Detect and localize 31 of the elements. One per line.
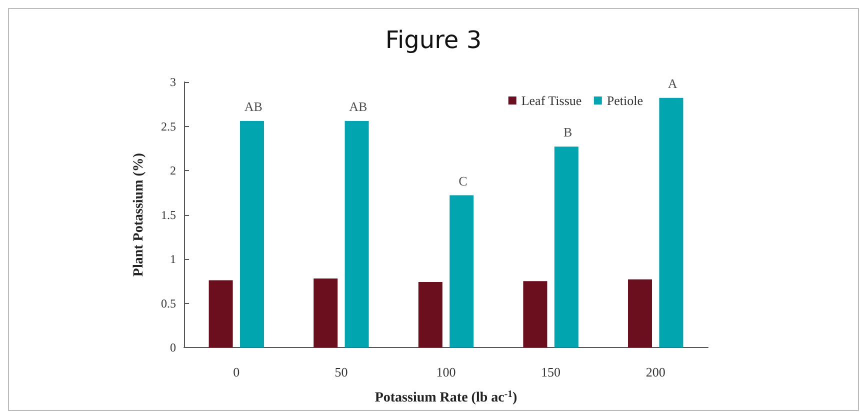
x-tick-label: 150	[541, 364, 561, 380]
x-tick-label: 100	[436, 364, 456, 380]
legend-label: Leaf Tissue	[521, 93, 582, 108]
bar	[523, 281, 548, 348]
annotation: C	[458, 173, 468, 188]
annotation: AB	[244, 98, 263, 114]
y-tick-label: 3	[170, 75, 176, 89]
annotation: B	[563, 124, 572, 140]
bar	[659, 98, 684, 348]
bar	[240, 120, 264, 348]
y-tick-label: 2	[170, 164, 176, 178]
x-tick-label: 50	[334, 364, 348, 380]
bar	[554, 146, 578, 348]
annotation: AB	[349, 98, 368, 114]
x-tick-label: 0	[233, 364, 240, 380]
y-axis-title: Plant Potassium (%)	[132, 152, 146, 277]
legend-label: Petiole	[606, 93, 644, 108]
bar	[418, 282, 442, 348]
bar	[450, 195, 474, 348]
bar	[314, 278, 338, 348]
annotation: A	[668, 76, 678, 91]
y-tick-label: 1	[170, 252, 176, 266]
chart-title: Figure 3	[385, 26, 482, 54]
y-tick-label: 0	[170, 340, 176, 354]
y-tick-label: 0.5	[161, 296, 176, 310]
x-tick-label: 200	[646, 364, 666, 380]
bar	[208, 280, 233, 348]
y-tick-label: 1.5	[161, 208, 176, 222]
y-tick-label: 2.5	[161, 119, 176, 134]
bar	[344, 120, 369, 348]
bar	[628, 279, 652, 348]
